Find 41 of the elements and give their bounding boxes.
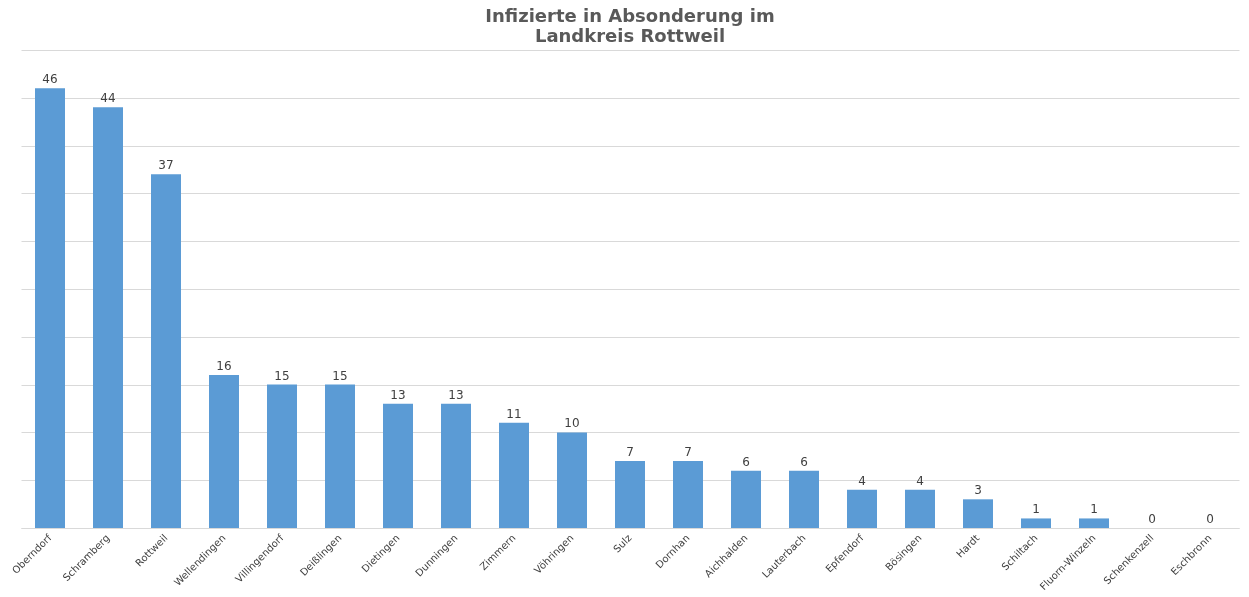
data-label: 46 bbox=[42, 72, 58, 87]
bar bbox=[673, 461, 703, 528]
bar bbox=[35, 88, 65, 528]
bar bbox=[789, 470, 819, 528]
data-label: 1 bbox=[1032, 502, 1040, 517]
bar bbox=[963, 499, 993, 528]
bar bbox=[1079, 518, 1109, 528]
data-label: 11 bbox=[506, 406, 522, 421]
bar bbox=[93, 107, 123, 528]
bar bbox=[499, 422, 529, 528]
data-label: 15 bbox=[274, 368, 290, 383]
data-label: 16 bbox=[216, 359, 232, 374]
bar bbox=[847, 489, 877, 528]
data-label: 7 bbox=[626, 445, 634, 460]
data-label: 1 bbox=[1090, 502, 1098, 517]
data-label: 37 bbox=[158, 158, 174, 173]
bar bbox=[267, 384, 297, 528]
data-label: 0 bbox=[1206, 512, 1214, 526]
bar bbox=[151, 174, 181, 528]
bar bbox=[905, 489, 935, 528]
data-label: 13 bbox=[448, 387, 464, 402]
chart-title: Infizierte in Absonderung im Landkreis Rottweil bbox=[485, 5, 775, 46]
bar bbox=[325, 384, 355, 528]
bar bbox=[615, 461, 645, 528]
data-label: 13 bbox=[390, 387, 406, 402]
bar bbox=[557, 432, 587, 528]
data-label: 6 bbox=[742, 454, 750, 469]
bar bbox=[441, 403, 471, 528]
data-label: 10 bbox=[564, 416, 580, 431]
data-label: 3 bbox=[974, 483, 982, 498]
bar bbox=[731, 470, 761, 528]
data-label: 7 bbox=[684, 445, 692, 460]
bar bbox=[383, 403, 413, 528]
bar bbox=[209, 375, 239, 528]
bar bbox=[1021, 518, 1051, 528]
data-label: 15 bbox=[332, 368, 348, 383]
data-label: 6 bbox=[800, 454, 808, 469]
data-label: 0 bbox=[1148, 512, 1156, 526]
data-label: 44 bbox=[100, 91, 116, 106]
data-label: 4 bbox=[916, 473, 924, 488]
data-label: 4 bbox=[858, 473, 866, 488]
